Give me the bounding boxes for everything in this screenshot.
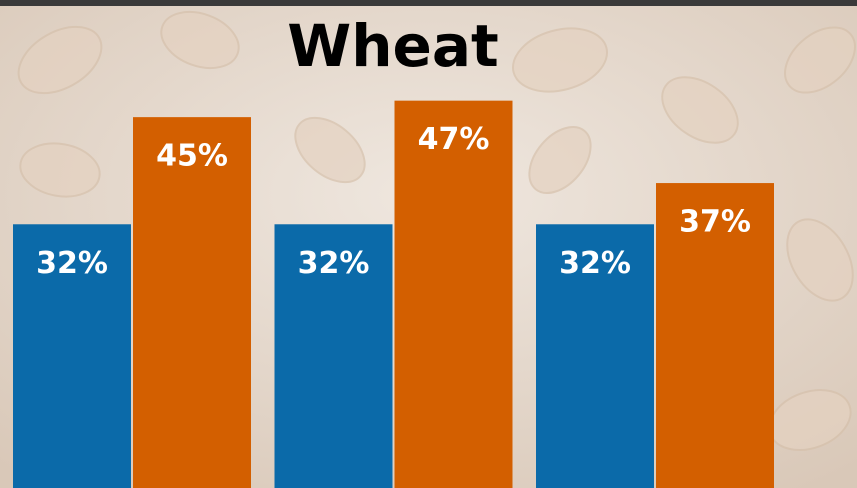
top-bar xyxy=(0,0,857,6)
bar xyxy=(13,224,131,488)
chart-title: Wheat xyxy=(287,12,498,80)
bar xyxy=(394,100,513,488)
bar xyxy=(536,224,654,488)
bar xyxy=(133,117,251,488)
value-label: 37% xyxy=(679,205,751,240)
bar xyxy=(274,224,393,488)
value-label: 45% xyxy=(156,139,228,174)
bar xyxy=(656,183,774,488)
value-label: 32% xyxy=(559,246,631,281)
value-label: 32% xyxy=(36,246,108,281)
value-label: 32% xyxy=(298,246,370,281)
value-label: 47% xyxy=(418,122,490,157)
